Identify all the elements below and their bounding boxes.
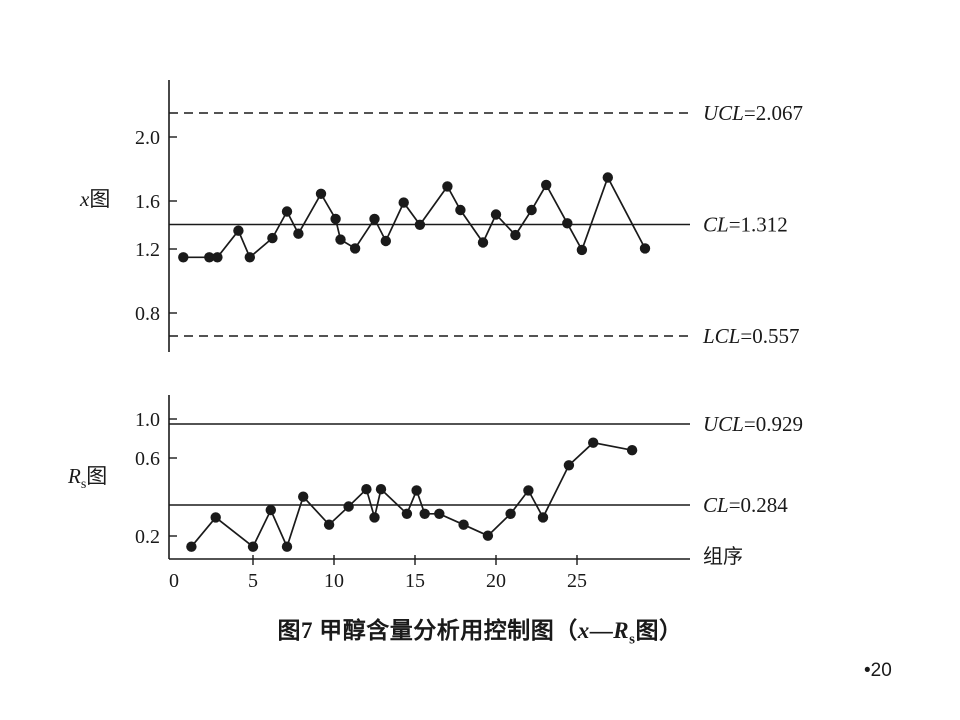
x-control-chart-center_line-label: CL=1.312 <box>703 213 788 237</box>
rs-control-chart-y-tick-label: 0.6 <box>135 448 160 470</box>
x-control-chart-data-point <box>442 181 453 192</box>
x-control-chart-data-point <box>233 225 244 236</box>
rs-control-chart-series-line <box>190 441 633 550</box>
rs-control-chart-data-point <box>458 519 469 530</box>
rs-control-chart-data-point <box>375 484 387 495</box>
rs-control-chart-y-tick-label: 0.2 <box>135 526 160 548</box>
x-control-chart-data-point <box>639 243 651 254</box>
rs-control-chart-data-point <box>563 460 575 471</box>
x-control-chart-data-point <box>330 213 341 225</box>
rs-control-chart-y-tick-label: 1.0 <box>135 409 160 431</box>
rs-control-chart-x-axis-title: 组序 <box>703 545 743 568</box>
x-control-chart-data-point <box>335 234 346 245</box>
rs-control-chart-data-point <box>343 501 354 512</box>
x-control-chart-data-point <box>510 229 521 241</box>
x-control-chart-data-point <box>267 232 278 244</box>
x-control-chart-data-point <box>455 204 466 216</box>
rs-chart-title: Rs图 <box>68 460 107 493</box>
x-control-chart-data-point <box>576 244 588 256</box>
rs-chart-title-symbol: R <box>68 464 81 488</box>
rs-control-chart-data-point <box>298 491 309 502</box>
x-control-chart-data-point <box>414 219 426 230</box>
rs-control-chart-data-point <box>537 512 549 523</box>
caption-suffix: 图） <box>635 618 683 643</box>
rs-control-chart-data-point <box>588 437 599 448</box>
x-control-chart-data-point <box>369 213 380 225</box>
x-control-chart-data-point <box>562 218 573 229</box>
x-control-chart-data-point <box>477 237 489 248</box>
x-control-chart-data-point <box>602 172 613 183</box>
rs-control-chart-data-point <box>265 504 276 516</box>
rs-control-chart-x-tick-label: 0 <box>169 570 179 592</box>
rs-control-chart-center_line-label: CL=0.284 <box>703 493 788 517</box>
x-control-chart-upper_limit-label: UCL=2.067 <box>703 101 803 125</box>
rs-control-chart-x-tick-label: 25 <box>567 570 587 592</box>
x-control-chart-y-tick-label: 1.6 <box>135 191 160 213</box>
page-number: •20 <box>864 660 892 681</box>
rs-control-chart-data-point <box>434 508 445 519</box>
rs-control-chart-data-point <box>419 508 430 519</box>
rs-chart-title-subscript: s <box>80 477 87 493</box>
x-control-chart-data-point <box>541 179 552 191</box>
rs-control-chart-data-point <box>523 485 534 496</box>
x-control-chart-data-point <box>178 252 189 263</box>
rs-control-chart-data-point <box>186 541 197 552</box>
rs-control-chart-x-tick-label: 5 <box>248 570 258 592</box>
rs-control-chart-data-point <box>505 508 516 519</box>
x-chart-title-symbol: x <box>80 187 90 211</box>
caption-r-symbol: R <box>613 618 630 643</box>
x-control-chart-data-point <box>398 197 409 208</box>
x-control-chart-lower_limit-label: LCL=0.557 <box>702 324 799 348</box>
x-control-chart-y-tick-label: 0.8 <box>135 303 160 325</box>
rs-control-chart-upper_limit-label: UCL=0.929 <box>703 412 803 436</box>
rs-control-chart-data-point <box>411 485 422 496</box>
x-control-chart-series-line <box>183 175 646 259</box>
x-control-chart-data-point <box>490 209 502 220</box>
rs-control-chart-x-tick-label: 15 <box>405 570 425 592</box>
x-control-chart-y-tick-label: 2.0 <box>135 127 160 149</box>
x-control-chart-data-point <box>349 243 361 254</box>
rs-control-chart-data-point <box>482 530 494 541</box>
x-control-chart-data-point <box>293 228 304 239</box>
rs-control-chart-data-point <box>369 512 380 523</box>
rs-control-chart-data-point <box>210 512 221 523</box>
caption-r-subscript: s <box>629 631 636 648</box>
x-control-chart-data-point <box>204 252 215 263</box>
x-chart-title: x图 <box>80 183 110 213</box>
x-control-chart-data-point <box>315 188 327 199</box>
rs-control-chart-data-point <box>323 519 335 530</box>
rs-control-chart-x-tick-label: 20 <box>486 570 506 592</box>
rs-control-chart-x-tick-label: 10 <box>324 570 344 592</box>
rs-control-chart-data-point <box>401 508 413 519</box>
x-control-chart-data-point <box>212 252 223 263</box>
x-control-chart-data-point <box>380 235 391 247</box>
x-control-chart: 2.0 1.6 1.2 0.8 UCL=2.067 CL=1.312 LCL=0.557 <box>135 80 803 352</box>
rs-chart-title-suffix: 图 <box>86 464 108 488</box>
caption-x-symbol: x <box>577 618 590 643</box>
x-control-chart-y-tick-label: 1.2 <box>135 239 160 261</box>
figure-caption: 图7 甲醇含量分析用控制图（x—Rs图） <box>20 611 940 649</box>
rs-control-chart: 1.0 0.6 0.2 UCL=0.929 CL=0.284 0 5 10 15 20 25 组序 <box>135 395 803 592</box>
x-control-chart-data-point <box>526 204 537 216</box>
x-chart-title-suffix: 图 <box>89 187 111 211</box>
x-control-chart-data-point <box>244 252 255 263</box>
caption-dash: — <box>589 618 614 643</box>
caption-text: 图7 甲醇含量分析用控制图（ <box>277 618 578 643</box>
rs-control-chart-data-point <box>281 541 293 552</box>
x-control-chart-data-point <box>281 206 293 217</box>
rs-control-chart-data-point <box>626 445 638 456</box>
rs-control-chart-data-point <box>247 541 259 552</box>
rs-control-chart-data-point <box>361 484 372 495</box>
